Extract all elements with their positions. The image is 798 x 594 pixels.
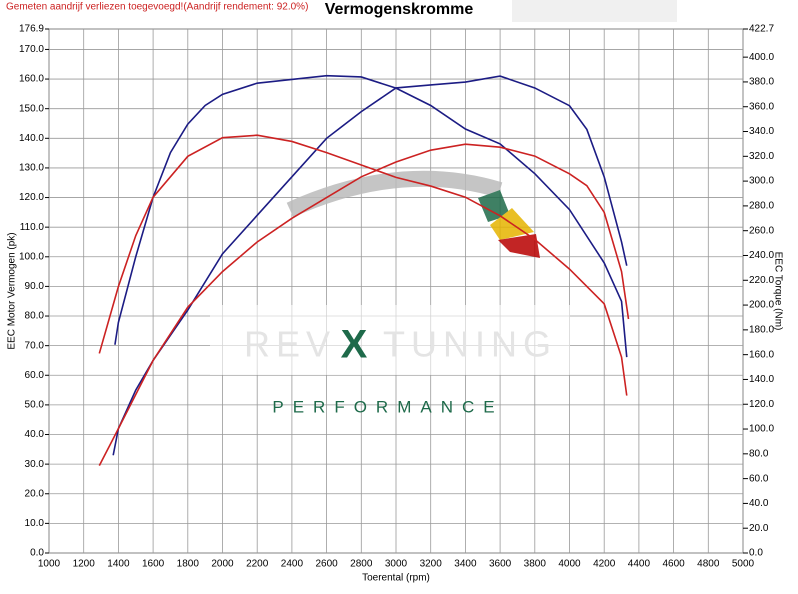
y2-tick-label: 280.0 — [749, 201, 774, 212]
y-tick-label: 70.0 — [25, 340, 45, 351]
y2-tick-label: 400.0 — [749, 52, 774, 63]
y-tick-label: 120.0 — [19, 192, 44, 203]
y-tick-label: 160.0 — [19, 74, 44, 85]
y-tick-label: 80.0 — [25, 311, 45, 322]
x-tick-label: 2800 — [350, 559, 373, 570]
y2-tick-label: 120.0 — [749, 399, 774, 410]
y-tick-label: 50.0 — [25, 400, 45, 411]
x-tick-label: 2400 — [281, 559, 304, 570]
x-tick-label: 1200 — [73, 559, 96, 570]
y-axis-label: EEC Motor Vermogen (pk) — [7, 232, 18, 349]
x-tick-label: 1600 — [142, 559, 165, 570]
grid — [48, 28, 744, 554]
y-tick-label: 20.0 — [25, 488, 45, 499]
series-line — [114, 74, 628, 358]
y2-tick-label: 60.0 — [749, 473, 769, 484]
notice: Gemeten aandrijf verliezen toegevoegd!(A… — [6, 2, 308, 13]
y2-tick-label: 422.7 — [749, 24, 774, 35]
x-tick-label: 4200 — [593, 559, 616, 570]
y2-tick-label: 300.0 — [749, 176, 774, 187]
y-tick-label: 90.0 — [25, 281, 45, 292]
y-tick-label: 170.0 — [19, 44, 44, 55]
header-box — [512, 0, 677, 22]
gauge-arc — [286, 170, 503, 218]
y-tick-label: 150.0 — [19, 103, 44, 114]
gauge-red — [498, 234, 540, 258]
logo-right: TUNING — [383, 324, 557, 365]
x-tick-label: 2200 — [246, 559, 269, 570]
x-tick-label: 4600 — [662, 559, 685, 570]
y2-tick-label: 200.0 — [749, 300, 774, 311]
y2-tick-label: 380.0 — [749, 77, 774, 88]
y2-tick-label: 100.0 — [749, 424, 774, 435]
y2-tick-label: 320.0 — [749, 151, 774, 162]
y-tick-label: 40.0 — [25, 429, 45, 440]
logo-tagline: PERFORMANCE — [272, 397, 503, 416]
series-line — [98, 143, 630, 466]
y2-tick-label: 20.0 — [749, 523, 769, 534]
y-tick-label: 176.9 — [19, 24, 44, 35]
chart-title: Vermogenskromme — [325, 1, 474, 18]
x-tick-label: 1400 — [107, 559, 130, 570]
y2-tick-label: 260.0 — [749, 225, 774, 236]
series-line — [98, 134, 628, 396]
y-tick-label: 100.0 — [19, 251, 44, 262]
logo-left: REV — [244, 324, 336, 365]
x-tick-label: 4800 — [697, 559, 720, 570]
logo-mark: X — [341, 323, 368, 367]
y-tick-label: 10.0 — [25, 518, 45, 529]
x-tick-label: 4400 — [628, 559, 651, 570]
y-tick-label: 30.0 — [25, 459, 45, 470]
x-tick-label: 3600 — [489, 559, 512, 570]
x-tick-label: 1000 — [38, 559, 61, 570]
x-tick-label: 2600 — [315, 559, 338, 570]
y2-tick-label: 40.0 — [749, 498, 769, 509]
x-tick-label: 3200 — [420, 559, 443, 570]
x-tick-label: 3800 — [524, 559, 547, 570]
y2-tick-label: 160.0 — [749, 349, 774, 360]
x-tick-label: 5000 — [732, 559, 755, 570]
y2-tick-label: 180.0 — [749, 325, 774, 336]
y-tick-label: 60.0 — [25, 370, 45, 381]
series-group — [98, 74, 630, 466]
y2-tick-label: 80.0 — [749, 448, 769, 459]
y-tick-label: 140.0 — [19, 133, 44, 144]
x-tick-label: 3000 — [385, 559, 408, 570]
y2-tick-label: 360.0 — [749, 101, 774, 112]
y2-tick-label: 0.0 — [749, 548, 763, 559]
y2-tick-label: 340.0 — [749, 126, 774, 137]
y2-tick-label: 220.0 — [749, 275, 774, 286]
x-axis-label: Toerental (rpm) — [362, 573, 430, 584]
x-tick-label: 1800 — [177, 559, 200, 570]
logo-bg — [210, 305, 570, 375]
y-tick-label: 0.0 — [30, 548, 44, 559]
y2-axis-label: EEC Torque (Nm) — [772, 252, 783, 331]
x-tick-label: 4000 — [558, 559, 581, 570]
watermark — [210, 170, 570, 375]
gauge-green — [478, 190, 510, 222]
y-tick-label: 130.0 — [19, 163, 44, 174]
y2-tick-label: 240.0 — [749, 250, 774, 261]
y-tick-label: 110.0 — [20, 222, 45, 233]
x-tick-label: 3400 — [454, 559, 477, 570]
x-tick-label: 2000 — [211, 559, 234, 570]
y2-tick-label: 140.0 — [749, 374, 774, 385]
